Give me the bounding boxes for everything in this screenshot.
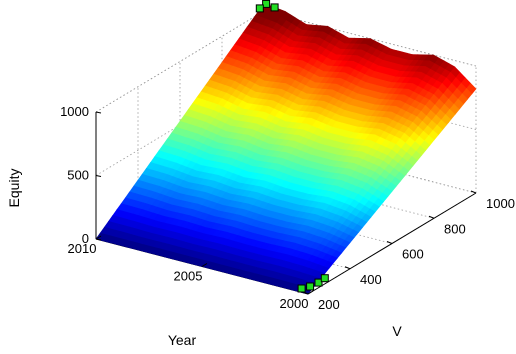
y-tick-mark <box>307 290 314 295</box>
data-marker <box>255 4 264 13</box>
data-marker <box>320 274 329 283</box>
x-tick-mark <box>302 291 309 295</box>
y-tick-mark <box>95 235 102 240</box>
data-marker <box>314 278 323 287</box>
x-axis-label: V <box>392 323 402 339</box>
grid-line <box>263 137 477 194</box>
box-edge <box>95 10 265 113</box>
data-marker <box>270 3 279 12</box>
x-tick-label: 800 <box>444 221 466 236</box>
x-tick-label: 1000 <box>486 196 515 211</box>
z-tick-label: 1000 <box>60 104 89 119</box>
grid-line <box>221 162 435 219</box>
data-marker <box>306 282 315 291</box>
y-tick-label: 2010 <box>68 241 97 256</box>
grid-line <box>95 74 265 176</box>
box-edge <box>263 10 477 67</box>
y-axis-label: Year <box>168 332 197 348</box>
z-tick-label: 500 <box>67 168 89 183</box>
x-tick-mark <box>386 241 393 244</box>
y-tick-label: 2000 <box>280 296 309 311</box>
data-markers <box>255 0 329 293</box>
x-tick-mark <box>344 266 351 270</box>
z-tick-mark <box>95 238 102 241</box>
z-tick-label: 0 <box>82 231 89 246</box>
z-tick-mark <box>95 111 102 114</box>
x-tick-label: 400 <box>360 272 382 287</box>
x-tick-label: 600 <box>402 247 424 262</box>
tick-labels: 0 500 1000 2000 2005 2010 200 400 600 800 1000 <box>60 104 515 312</box>
data-marker <box>262 0 271 8</box>
x-tick-label: 200 <box>318 297 340 312</box>
surface <box>95 3 477 295</box>
x-tick-mark <box>428 215 435 219</box>
y-tick-label: 2005 <box>174 269 203 284</box>
y-tick-mark <box>201 263 208 267</box>
z-tick-mark <box>95 175 102 177</box>
x-tick-mark <box>470 190 477 194</box>
z-axis-label: Equity <box>6 169 22 208</box>
data-marker <box>297 284 306 293</box>
